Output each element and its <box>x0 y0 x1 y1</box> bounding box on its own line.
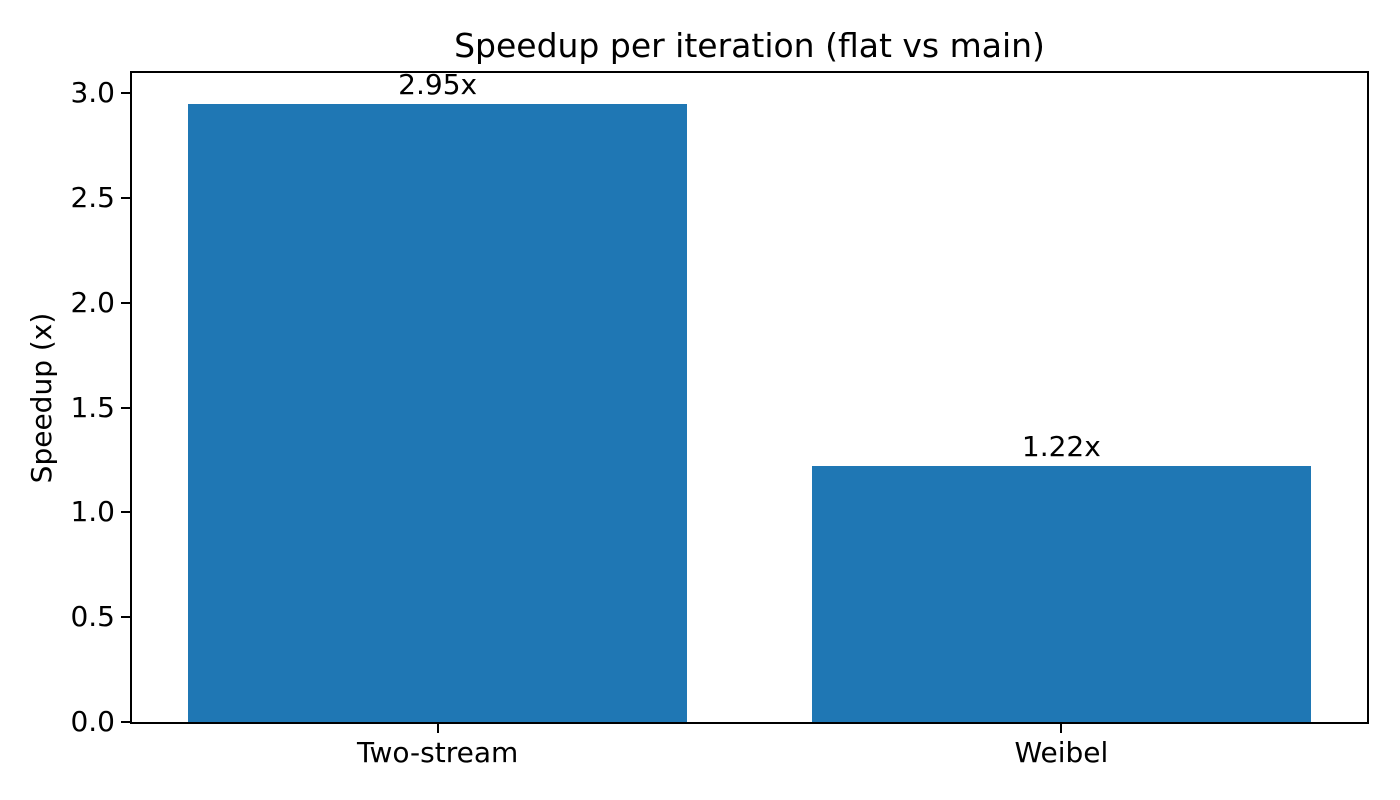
y-tick-label: 0.5 <box>70 600 115 634</box>
y-tick-label: 2.5 <box>70 181 115 215</box>
y-tick <box>121 721 130 723</box>
y-tick-label: 1.0 <box>70 495 115 529</box>
y-tick <box>121 92 130 95</box>
y-tick-label: 0.0 <box>70 705 115 738</box>
x-tick-label: Weibel <box>1014 736 1109 769</box>
bar-two-stream <box>188 103 688 722</box>
plot-title: Speedup per iteration (flat vs main) <box>454 26 1045 65</box>
plot-area: Speedup per iteration (flat vs main) Spe… <box>25 29 1369 767</box>
y-tick-label: 3.0 <box>70 76 115 110</box>
y-tick-label: 2.0 <box>70 285 115 319</box>
x-tick <box>1060 724 1063 733</box>
bar-value-label: 1.22x <box>1021 430 1101 464</box>
y-tick-label: 1.5 <box>70 390 115 424</box>
x-tick <box>436 724 439 733</box>
y-axis-label: Speedup (x) <box>25 312 58 483</box>
bar-weibel <box>811 466 1311 722</box>
y-tick <box>121 197 130 200</box>
bar-value-label: 2.95x <box>398 67 478 101</box>
y-tick <box>121 301 130 304</box>
y-tick <box>121 511 130 514</box>
y-tick <box>121 406 130 409</box>
x-tick-label: Two-stream <box>357 736 519 769</box>
y-tick <box>121 616 130 619</box>
